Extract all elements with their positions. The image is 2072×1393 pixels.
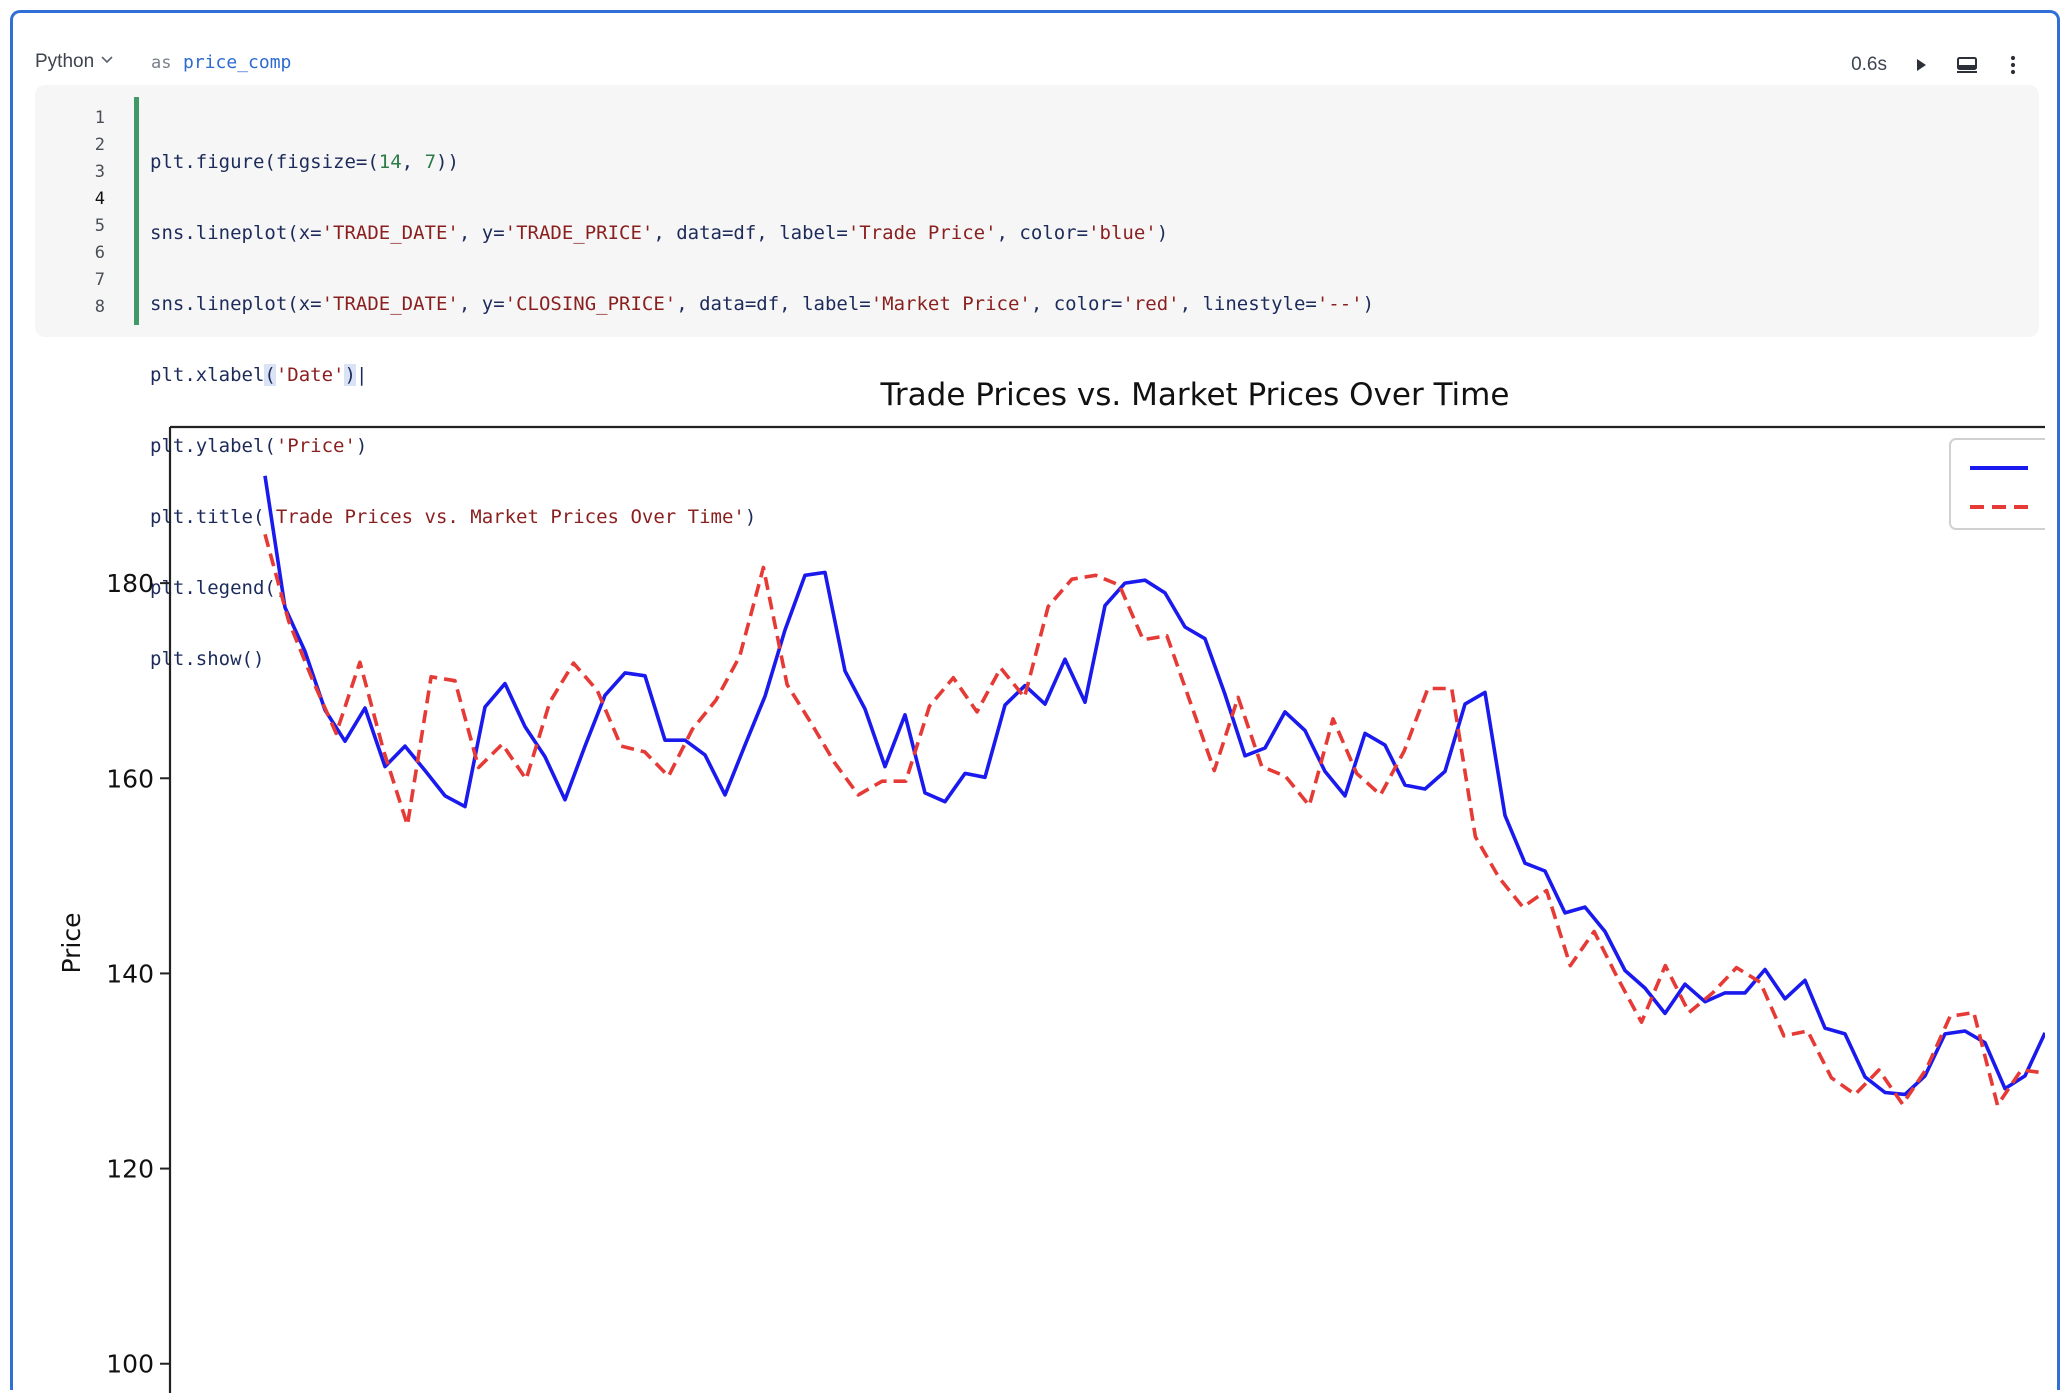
- line-number-gutter: 1 2 3 4 5 6 7 8: [35, 105, 105, 321]
- line-number: 6: [94, 243, 105, 263]
- y-axis-ticks: 100 120 140 160 180: [106, 569, 170, 1379]
- line-number: 1: [94, 108, 105, 128]
- series-line-market-price: [263, 533, 2045, 1108]
- cell-toolbar: 0.6s: [1851, 47, 2025, 83]
- y-axis-label: Price: [57, 913, 86, 974]
- series-line-trade-price: [263, 475, 2045, 1097]
- line-chart: Trade Prices vs. Market Prices Over Time…: [57, 377, 2045, 1393]
- code-line-6[interactable]: plt.title('Trade Prices vs. Market Price…: [150, 506, 757, 528]
- line-number: 8: [94, 297, 105, 317]
- code-line-5[interactable]: plt.ylabel('Price'): [150, 435, 368, 457]
- more-vertical-icon: [2010, 55, 2016, 75]
- y-tick-label: 140: [106, 959, 154, 988]
- language-selector[interactable]: Python: [35, 51, 114, 73]
- line-number: 2: [94, 135, 105, 155]
- display-toggle-button[interactable]: [1955, 53, 1979, 77]
- code-line-3[interactable]: sns.lineplot(x='TRADE_DATE', y='CLOSING_…: [150, 293, 1375, 315]
- run-icon: [1917, 59, 1926, 71]
- as-label: as: [151, 53, 172, 73]
- code-lines[interactable]: plt.figure(figsize=(14, 7)) sns.lineplot…: [150, 105, 1374, 717]
- legend-box: [1949, 438, 2045, 530]
- chart-title: Trade Prices vs. Market Prices Over Time: [880, 377, 1510, 413]
- y-tick-label: 160: [106, 764, 154, 793]
- code-line-7[interactable]: plt.legend(): [150, 577, 288, 599]
- line-number: 3: [94, 162, 105, 182]
- language-label: Python: [35, 51, 95, 72]
- y-tick-label: 180: [106, 569, 154, 598]
- run-duration: 0.6s: [1851, 54, 1887, 75]
- code-editor[interactable]: 1 2 3 4 5 6 7 8 plt.figure(figsize=(14, …: [35, 85, 2039, 670]
- code-line-2[interactable]: sns.lineplot(x='TRADE_DATE', y='TRADE_PR…: [150, 222, 1169, 244]
- line-number: 5: [94, 216, 105, 236]
- code-line-4[interactable]: plt.xlabel('Date')|: [150, 364, 368, 386]
- notebook-cell[interactable]: Python as price_comp 0.6s: [10, 10, 2060, 1393]
- legend: [1949, 438, 2045, 530]
- series-layer: [263, 475, 2045, 1108]
- code-line-1[interactable]: plt.figure(figsize=(14, 7)): [150, 151, 459, 173]
- y-tick-label: 100: [106, 1350, 154, 1379]
- cell-header: Python as price_comp 0.6s: [35, 41, 2035, 91]
- line-number-active: 4: [94, 189, 105, 209]
- y-tick-label: 120: [106, 1155, 154, 1184]
- modified-lines-bar: [134, 97, 139, 325]
- chevron-down-icon: [101, 56, 113, 64]
- result-variable-name[interactable]: price_comp: [183, 52, 292, 73]
- code-line-8[interactable]: plt.show(): [150, 648, 265, 670]
- more-options-button[interactable]: [2001, 53, 2025, 77]
- run-button[interactable]: [1909, 53, 1933, 77]
- display-icon: [1957, 57, 1977, 73]
- line-number: 7: [94, 270, 105, 290]
